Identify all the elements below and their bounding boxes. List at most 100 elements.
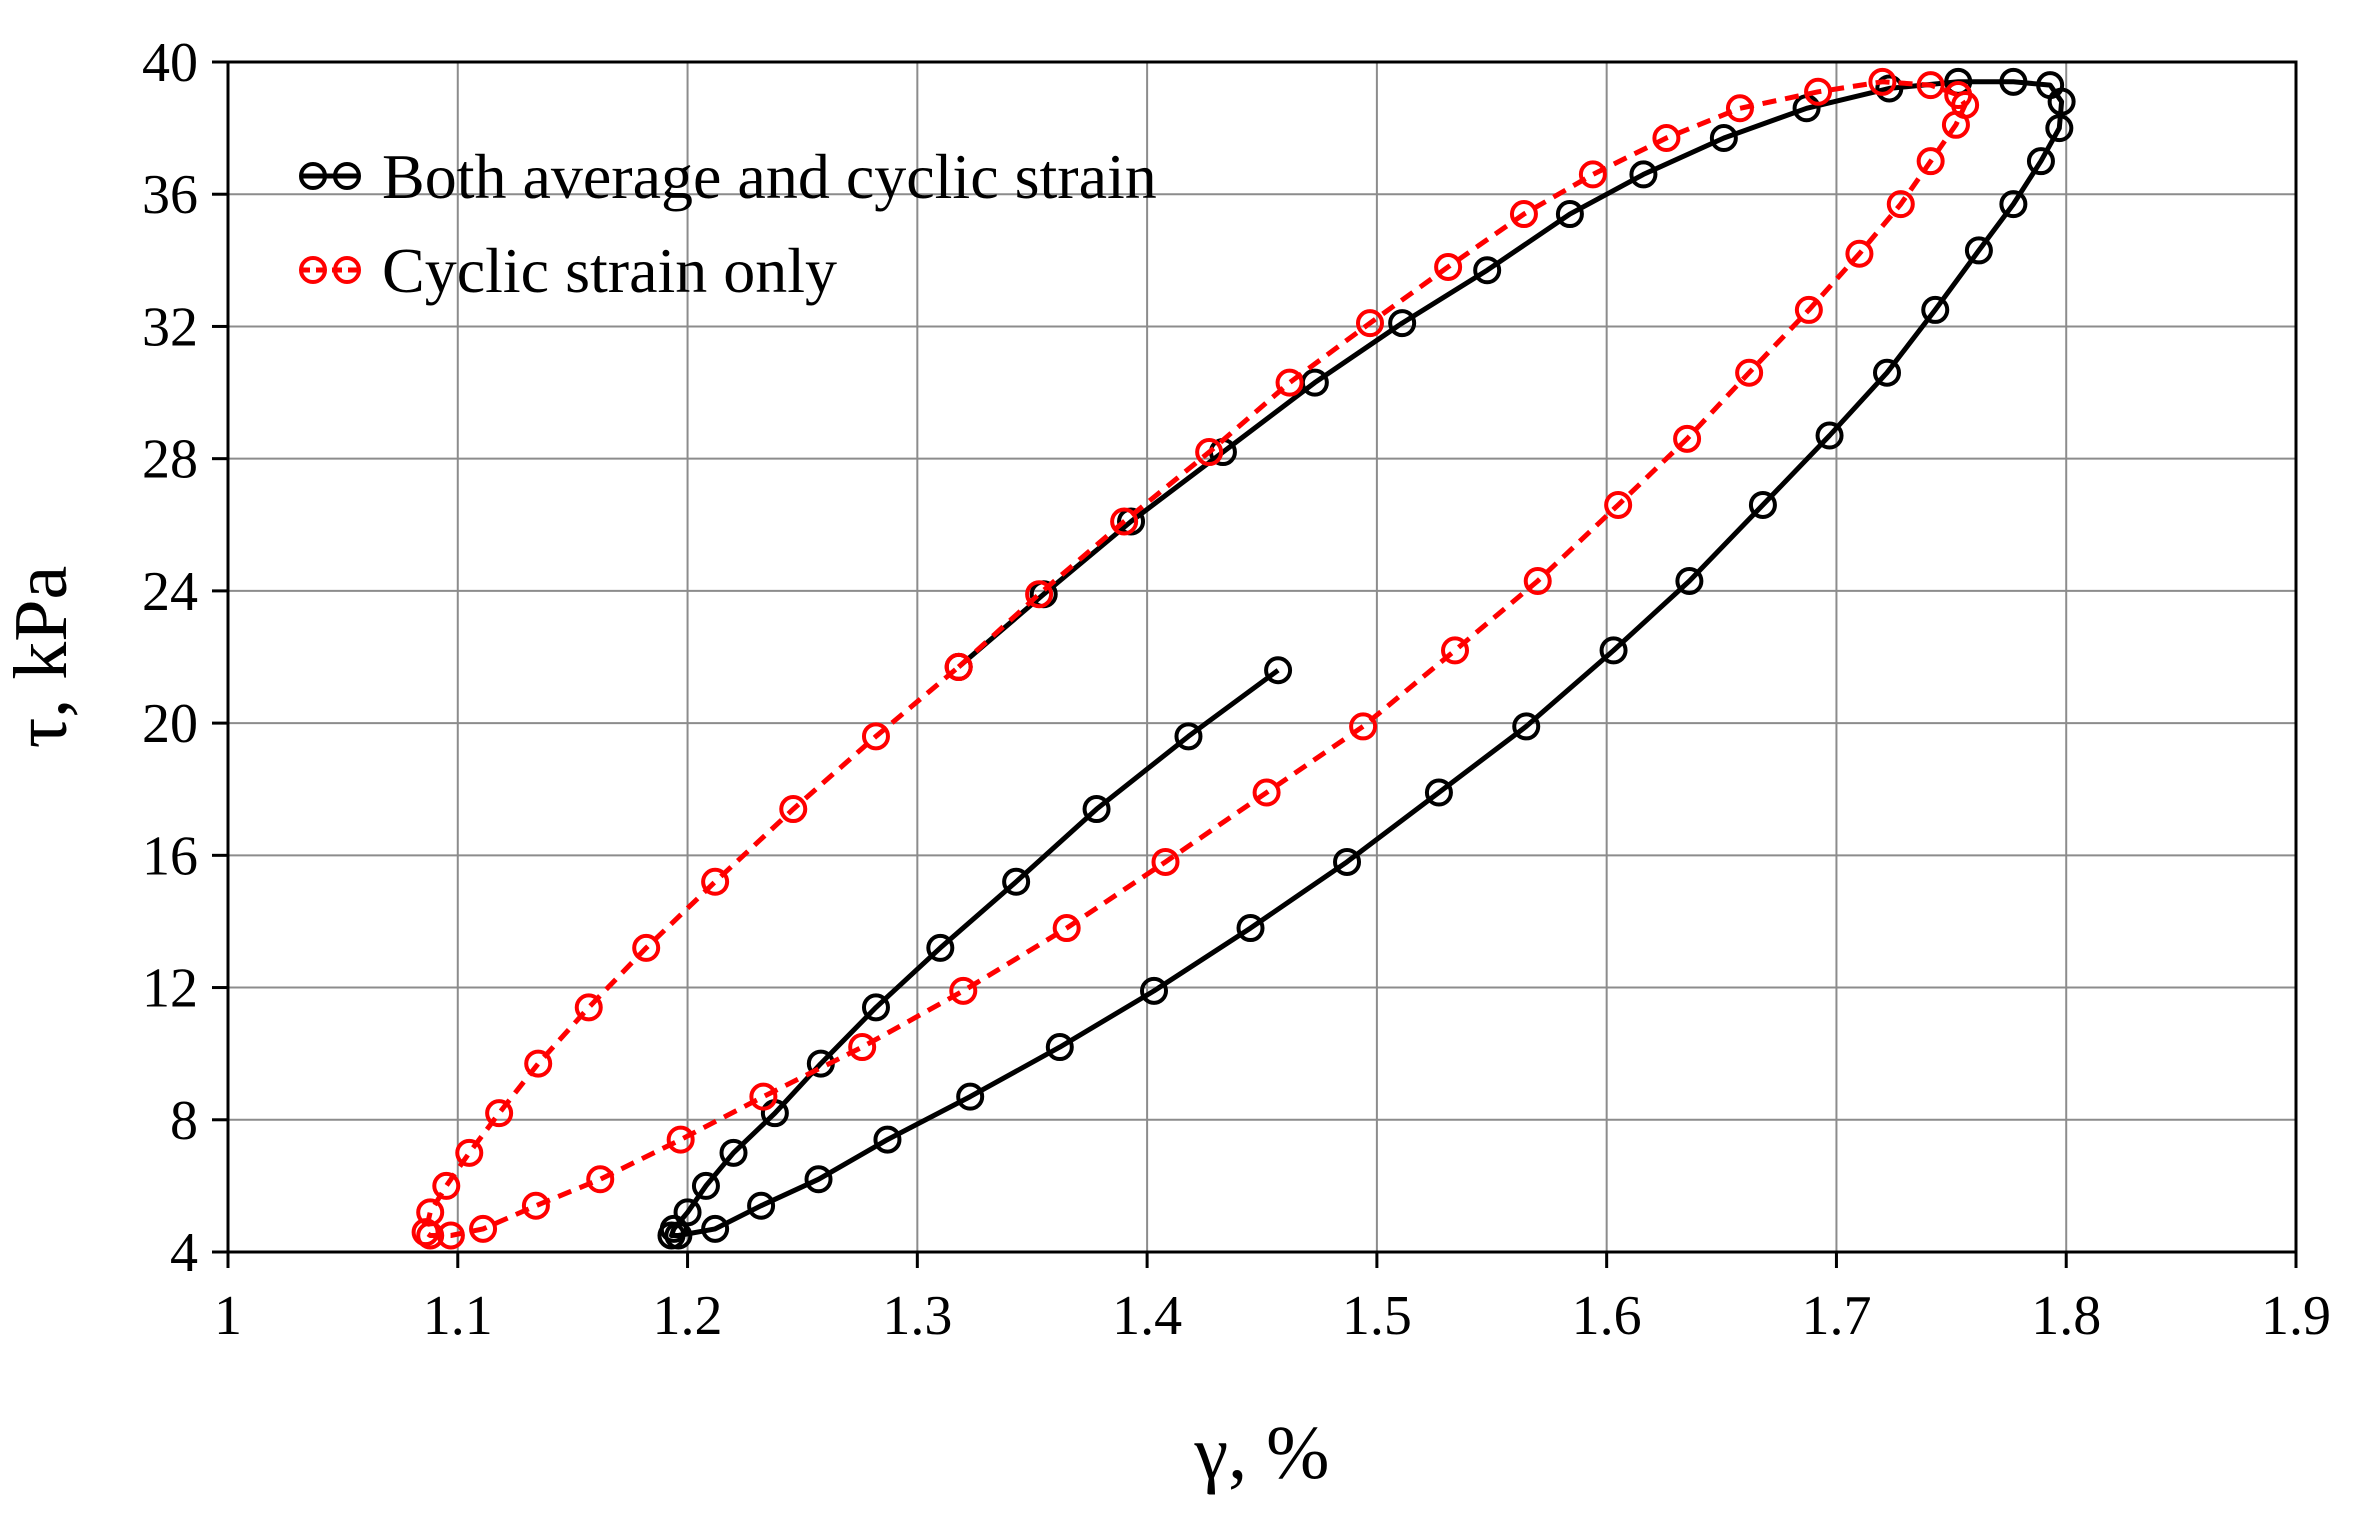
y-tick-label-0: 4 (170, 1222, 198, 1284)
series-1-point-42 (455, 1138, 484, 1167)
x-tick-label-1: 1.1 (423, 1285, 493, 1347)
series-1-point-33 (666, 1125, 695, 1154)
series-1-point-28 (1151, 847, 1180, 876)
series-1-point-9 (1652, 124, 1681, 153)
x-tick-label-3: 1.3 (882, 1285, 952, 1347)
series-1-point-48 (779, 795, 808, 824)
series-0-point-28 (1815, 421, 1844, 450)
series-1-point-43 (485, 1099, 514, 1128)
series-0-point-26 (1675, 566, 1704, 595)
series-1-point-16 (1941, 110, 1970, 139)
x-tick-label-5: 1.5 (1342, 1285, 1412, 1347)
x-tick-label-4: 1.4 (1112, 1285, 1182, 1347)
x-tick-label-8: 1.8 (2031, 1285, 2101, 1347)
series-1-point-23 (1604, 490, 1633, 519)
x-tick-label-2: 1.2 (653, 1285, 723, 1347)
series-1-point-34 (586, 1165, 615, 1194)
series-1-point-22 (1673, 424, 1702, 453)
series-0-point-20 (1140, 976, 1169, 1005)
series-0-point-18 (956, 1082, 985, 1111)
x-tick-label-9: 1.9 (2261, 1285, 2331, 1347)
series-0-point-42 (1629, 160, 1658, 189)
series-1-point-8 (1578, 160, 1607, 189)
series-1-point-25 (1441, 636, 1470, 665)
series-0-point-27 (1748, 490, 1777, 519)
series-1-point-12 (1868, 67, 1897, 96)
series-1-point-3 (1195, 438, 1224, 467)
legend-label-1: Cyclic strain only (382, 235, 837, 306)
legend-entry-0: Both average and cyclic strain (299, 141, 1157, 212)
y-tick-label-8: 36 (142, 164, 198, 226)
series-0-point-9 (691, 1171, 720, 1200)
series-0-point-16 (804, 1165, 833, 1194)
x-tick-label-0: 1 (214, 1285, 242, 1347)
series-1-point-13 (1916, 71, 1945, 100)
y-tick-label-7: 32 (142, 296, 198, 358)
series-0-point-33 (2026, 147, 2055, 176)
series-0-point-34 (2045, 114, 2074, 143)
series-1-point-35 (521, 1191, 550, 1220)
y-axis-title: τ, kPa (0, 566, 83, 749)
y-tick-label-2: 12 (142, 958, 198, 1020)
legend-label-0: Both average and cyclic strain (382, 141, 1157, 212)
series-0-point-0 (1264, 656, 1293, 685)
x-tick-label-7: 1.7 (1801, 1285, 1871, 1347)
series-0-point-36 (2036, 71, 2065, 100)
series-1 (411, 67, 1980, 1250)
series-0-point-1 (1174, 722, 1203, 751)
series-0-point-15 (747, 1191, 776, 1220)
series-0-point-21 (1236, 914, 1265, 943)
series-1-point-21 (1735, 358, 1764, 387)
series-line-0 (669, 79, 2065, 1238)
series-1-point-6 (1434, 252, 1463, 281)
legend: Both average and cyclic strain Cyclic st… (299, 141, 1157, 306)
series-1-point-45 (574, 993, 603, 1022)
y-tick-label-9: 40 (142, 32, 198, 94)
series-0-point-13 (664, 1221, 693, 1250)
series-1-point-39 (411, 1218, 440, 1247)
series-0-point-3 (1002, 867, 1031, 896)
y-tick-label-3: 16 (142, 825, 198, 887)
series-1-point-17 (1916, 147, 1945, 176)
series-0-point-39 (1875, 74, 1904, 103)
series-1-point-10 (1725, 94, 1754, 123)
series-1-point-44 (524, 1049, 553, 1078)
series-0-point-23 (1424, 778, 1453, 807)
axis-ticks: 1 1.1 1.2 1.3 1.4 1.5 1.6 1.7 1.8 1.9 4 8 12 16 20 24 28… (142, 32, 2331, 1347)
series-1-point-40 (416, 1198, 445, 1227)
legend-swatch-marker-0a (299, 162, 327, 190)
legend-entry-1: Cyclic strain only (299, 235, 837, 306)
series-0-point-14 (701, 1214, 730, 1243)
series-0-point-19 (1045, 1033, 1074, 1062)
plot-frame (226, 60, 2298, 1254)
series-0-point-10 (673, 1198, 702, 1227)
series-0-point-45 (1388, 309, 1417, 338)
series-0-point-44 (1473, 256, 1502, 285)
series-1-point-30 (949, 976, 978, 1005)
series-0-point-2 (1082, 795, 1111, 824)
series-0-point-24 (1512, 712, 1541, 741)
series-0-point-8 (719, 1138, 748, 1167)
series-1-point-1 (1025, 580, 1054, 609)
series-1-point-49 (861, 722, 890, 751)
series-1-point-4 (1275, 368, 1304, 397)
series-0-point-31 (1964, 236, 1993, 265)
series-0-point-32 (1999, 190, 2028, 219)
series-layer (411, 67, 2076, 1250)
series-0-point-29 (1872, 358, 1901, 387)
series-1-point-18 (1886, 190, 1915, 219)
series-0-point-22 (1333, 847, 1362, 876)
series-1-point-20 (1794, 295, 1823, 324)
legend-swatch-marker-1b (333, 256, 361, 284)
series-1-point-36 (469, 1214, 498, 1243)
series-0-point-30 (1921, 295, 1950, 324)
series-1-point-7 (1509, 200, 1538, 229)
series-0-point-25 (1599, 636, 1628, 665)
series-1-point-47 (701, 867, 730, 896)
series-0-point-4 (926, 933, 955, 962)
series-1-point-31 (848, 1033, 877, 1062)
series-1-point-29 (1052, 914, 1081, 943)
y-tick-label-1: 8 (170, 1090, 198, 1152)
